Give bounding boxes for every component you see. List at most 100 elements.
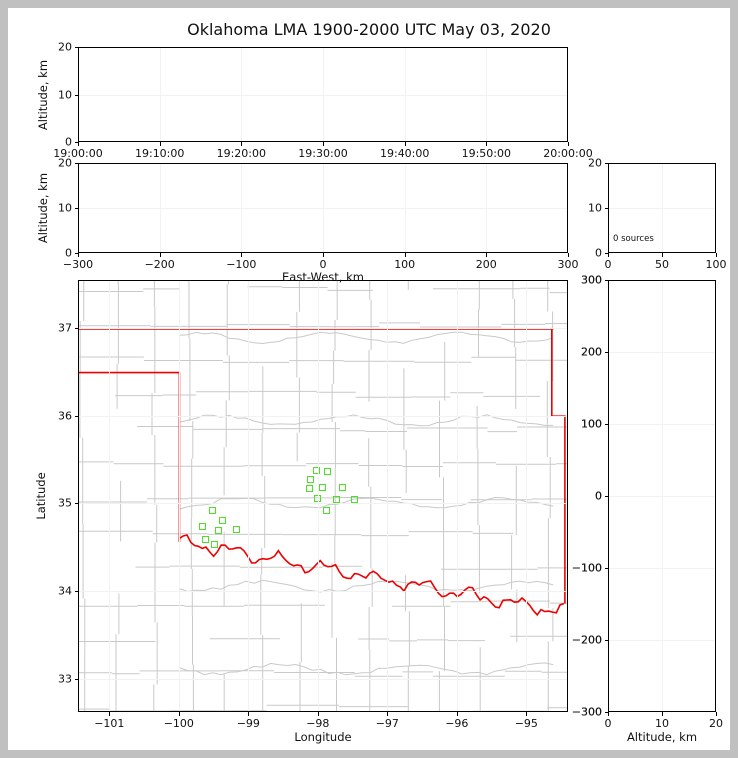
y-tick xyxy=(604,163,608,164)
x-tick xyxy=(662,253,663,257)
gridline-horizontal xyxy=(79,94,567,96)
y-tick-label: 200 xyxy=(581,345,602,359)
lma-source-marker xyxy=(312,466,320,474)
lma-source-marker xyxy=(339,484,347,492)
x-tick xyxy=(568,142,569,146)
x-tick-label: −101 xyxy=(94,717,125,730)
y-tick-label: 0 xyxy=(595,489,602,503)
y-tick-label: −200 xyxy=(571,633,602,647)
x-tick xyxy=(241,142,243,146)
y-tick xyxy=(604,253,608,254)
x-tick-label: 19:10:00 xyxy=(134,147,185,160)
y-tick xyxy=(604,496,608,497)
y-tick xyxy=(604,568,608,569)
gridline-horizontal xyxy=(609,640,715,641)
page-title: Oklahoma LMA 1900-2000 UTC May 03, 2020 xyxy=(187,20,551,39)
oklahoma-state-border xyxy=(79,328,566,617)
x-tick-label: −96 xyxy=(445,717,469,730)
y-tick-label: 10 xyxy=(58,88,72,101)
y-tick xyxy=(74,208,78,209)
x-tick xyxy=(608,253,609,257)
x-tick xyxy=(608,712,609,716)
x-tick xyxy=(716,712,717,716)
y-tick xyxy=(604,712,608,713)
y-tick xyxy=(604,208,608,209)
x-tick-label: 0 xyxy=(319,258,327,271)
y-tick-label: 200 xyxy=(581,345,602,359)
y-tick-label: 35 xyxy=(58,496,72,510)
axis-label-y: Altitude, km xyxy=(36,59,50,130)
x-tick-label: 100 xyxy=(705,258,727,271)
y-tick-label: 10 xyxy=(588,201,602,215)
y-tick-label: 0 xyxy=(595,246,602,260)
y-tick-label: −300 xyxy=(571,705,602,719)
axis-label-x: Longitude xyxy=(294,730,352,744)
lma-source-marker xyxy=(214,527,222,534)
map-geography xyxy=(79,281,567,711)
gridline-horizontal xyxy=(609,568,715,569)
gridline-vertical xyxy=(178,281,180,711)
y-tick-label: 36 xyxy=(58,409,72,423)
gridline-horizontal xyxy=(79,415,567,417)
lma-source-marker xyxy=(351,495,358,503)
x-tick xyxy=(526,712,528,716)
x-tick xyxy=(317,712,319,716)
y-tick-label: 37 xyxy=(58,321,72,335)
y-tick-label: 20 xyxy=(58,40,72,54)
x-tick-label: −100 xyxy=(163,717,194,730)
x-tick xyxy=(486,253,488,257)
x-tick xyxy=(323,253,324,257)
lma-source-marker xyxy=(210,540,218,548)
gridline-horizontal xyxy=(79,591,567,593)
x-tick xyxy=(323,142,324,146)
x-tick xyxy=(404,142,406,146)
y-tick xyxy=(74,328,78,330)
lma-source-marker xyxy=(209,506,217,514)
x-tick-label: 10 xyxy=(655,717,669,730)
y-tick-label: 300 xyxy=(581,273,602,287)
x-tick-label: 20 xyxy=(709,717,723,730)
gridline-horizontal xyxy=(609,424,715,425)
y-tick-label: 20 xyxy=(58,156,72,170)
axis-label-x: Altitude, km xyxy=(626,730,698,744)
x-tick-label: 20:00:00 xyxy=(543,147,593,160)
lma-source-marker xyxy=(319,484,327,492)
x-tick xyxy=(159,253,161,257)
x-tick-label: 19:50:00 xyxy=(461,147,511,160)
x-tick-label: −98 xyxy=(306,717,330,730)
lma-source-marker xyxy=(324,467,331,475)
gridline-horizontal xyxy=(79,503,567,505)
x-tick-label: 0 xyxy=(604,717,612,730)
x-tick-label: 200 xyxy=(475,258,497,271)
y-tick-label: 100 xyxy=(581,417,602,431)
lma-source-marker xyxy=(199,522,207,530)
x-tick xyxy=(248,712,250,716)
y-tick xyxy=(604,640,608,641)
y-tick xyxy=(74,94,78,96)
y-tick xyxy=(74,163,78,164)
y-tick-label: −100 xyxy=(571,561,602,575)
y-tick xyxy=(74,142,78,143)
x-tick xyxy=(178,712,180,716)
lma-source-marker xyxy=(233,526,241,534)
gridline-horizontal xyxy=(79,328,567,330)
y-tick xyxy=(74,591,78,593)
x-tick-label: −200 xyxy=(144,258,175,271)
y-tick xyxy=(74,678,78,680)
gridline-vertical xyxy=(456,281,458,711)
y-tick-label: 33 xyxy=(58,672,72,686)
lma-source-marker xyxy=(307,475,315,483)
gridline-horizontal xyxy=(609,352,715,353)
x-tick xyxy=(486,142,488,146)
x-tick-label: −97 xyxy=(375,717,399,730)
x-tick-label: −300 xyxy=(62,258,94,271)
x-tick-label: −99 xyxy=(236,717,260,730)
y-tick xyxy=(74,503,78,505)
lma-source-marker xyxy=(306,485,313,493)
x-tick xyxy=(568,253,569,257)
gridline-horizontal xyxy=(609,208,715,209)
x-tick-label: 100 xyxy=(394,258,416,271)
x-tick-label: −100 xyxy=(226,258,257,271)
x-tick xyxy=(716,253,717,257)
x-tick-label: 19:20:00 xyxy=(216,147,266,160)
